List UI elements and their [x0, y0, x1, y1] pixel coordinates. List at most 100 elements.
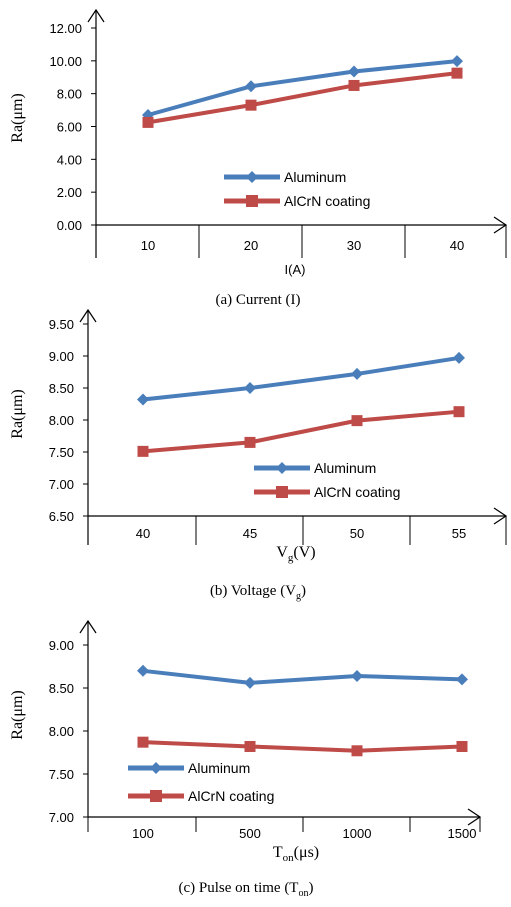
chart-c-caption-main: (c) Pulse on time (T — [179, 880, 299, 896]
chart-c-legend-marker-aluminum — [150, 762, 162, 774]
chart-a-legend-marker-alcrn — [246, 195, 258, 207]
y-tick-label: 6.50 — [49, 509, 74, 524]
point-alcrn — [348, 79, 360, 91]
point-alcrn — [137, 445, 149, 457]
series-line-aluminum — [142, 355, 460, 402]
x-tick-label: 40 — [136, 526, 150, 541]
chart-c-caption-sub: on — [298, 888, 308, 899]
y-tick-label: 8.00 — [57, 87, 82, 102]
point-aluminum — [244, 382, 256, 394]
chart-c-x-axis-label: Ton(μs) — [273, 844, 319, 864]
chart-b-x-axis-label-main: V — [276, 544, 288, 561]
x-tick-label: 50 — [350, 526, 364, 541]
y-tick-label: 9.50 — [49, 317, 74, 332]
point-aluminum — [451, 55, 463, 68]
chart-a-x-axis-label: I(A) — [285, 262, 306, 277]
series-line-alcrn — [142, 409, 460, 454]
chart-a-axes — [87, 8, 508, 258]
x-tick-label: 30 — [347, 238, 361, 253]
chart-a-y-axis-label: Ra(μm) — [9, 93, 26, 142]
chart-c: 7.00 7.50 8.00 8.50 9.00 100 500 1000 1500 Ra(μ… — [9, 619, 482, 899]
point-alcrn — [142, 116, 154, 128]
point-alcrn — [351, 745, 363, 757]
point-aluminum — [351, 367, 363, 380]
chart-b-x-ticks: 40 45 50 55 — [87, 516, 507, 545]
chart-b-x-axis-label: Vg(V) — [276, 544, 315, 564]
chart-b-caption: (b) Voltage (Vg) — [210, 583, 306, 602]
chart-c-series — [137, 664, 468, 757]
chart-c-caption-tail: ) — [308, 880, 313, 896]
point-alcrn — [245, 99, 257, 111]
chart-b-series — [137, 351, 465, 457]
y-tick-label: 4.00 — [57, 152, 82, 167]
point-aluminum — [351, 669, 363, 682]
series-line-alcrn — [147, 71, 458, 125]
point-aluminum — [244, 676, 256, 689]
chart-c-legend-label-alcrn: AlCrN coating — [188, 788, 274, 804]
chart-b-legend-marker-aluminum — [276, 462, 288, 474]
chart-a-caption: (a) Current (I) — [216, 292, 301, 308]
y-tick-label: 9.00 — [49, 638, 74, 653]
chart-c-y-ticks: 7.00 7.50 8.00 8.50 9.00 — [49, 638, 88, 825]
y-tick-label: 8.50 — [49, 681, 74, 696]
chart-c-legend: Aluminum AlCrN coating — [128, 760, 274, 804]
y-tick-label: 10.00 — [49, 54, 82, 69]
chart-b-x-axis-label-tail: (V) — [293, 544, 315, 561]
chart-c-x-axis-label-tail: (μs) — [294, 844, 319, 861]
point-alcrn — [453, 406, 465, 418]
chart-b-caption-sub: g — [296, 591, 301, 602]
chart-b-caption-main: (b) Voltage (V — [210, 583, 296, 599]
chart-a-legend: Aluminum AlCrN coating — [224, 169, 370, 209]
x-tick-label: 20 — [244, 238, 258, 253]
chart-b-axes — [79, 308, 508, 545]
chart-c-y-axis-label: Ra(μm) — [9, 690, 26, 739]
chart-c-legend-label-aluminum: Aluminum — [188, 760, 250, 776]
chart-b-y-ticks: 6.50 7.00 7.50 8.00 8.50 9.00 9.50 — [49, 317, 88, 524]
y-tick-label: 8.00 — [49, 413, 74, 428]
x-tick-label: 10 — [141, 238, 155, 253]
x-tick-label: 100 — [132, 826, 154, 841]
point-aluminum — [348, 65, 360, 78]
point-aluminum — [137, 664, 149, 677]
x-tick-label: 40 — [450, 238, 464, 253]
chart-c-x-ticks: 100 500 1000 1500 — [87, 817, 481, 841]
y-tick-label: 7.00 — [49, 477, 74, 492]
chart-a-legend-marker-aluminum — [246, 171, 258, 183]
point-alcrn — [451, 67, 463, 79]
chart-a-y-ticks: 0.00 2.00 4.00 6.00 8.00 10.00 12.00 — [49, 21, 96, 233]
point-alcrn — [137, 736, 149, 748]
point-aluminum — [245, 80, 257, 93]
chart-b: 6.50 7.00 7.50 8.00 8.50 9.00 9.50 40 45 50 55 Ra… — [9, 308, 508, 602]
series-line-aluminum — [147, 59, 458, 117]
chart-a-legend-label-aluminum: Aluminum — [284, 169, 346, 185]
chart-b-legend: Aluminum AlCrN coating — [254, 460, 400, 500]
chart-b-x-axis-label-sub: g — [288, 552, 294, 564]
chart-c-x-axis-label-main: T — [273, 844, 283, 861]
point-alcrn — [351, 415, 363, 427]
series-line-aluminum — [142, 668, 463, 685]
point-alcrn — [456, 740, 468, 752]
chart-b-caption-tail: ) — [301, 583, 306, 599]
series-line-alcrn — [142, 740, 463, 753]
chart-a-x-ticks: 10 20 30 40 — [95, 225, 507, 258]
chart-c-x-axis-label-sub: on — [283, 852, 295, 864]
chart-b-legend-label-alcrn: AlCrN coating — [314, 484, 400, 500]
y-tick-label: 8.00 — [49, 724, 74, 739]
y-tick-label: 6.00 — [57, 120, 82, 135]
point-aluminum — [453, 351, 465, 364]
point-alcrn — [244, 436, 256, 448]
x-tick-label: 1000 — [343, 826, 372, 841]
y-tick-label: 12.00 — [49, 21, 82, 36]
point-alcrn — [244, 740, 256, 752]
chart-a-legend-label-alcrn: AlCrN coating — [284, 193, 370, 209]
chart-c-legend-marker-alcrn — [150, 790, 162, 802]
x-tick-label: 45 — [243, 526, 257, 541]
chart-c-caption: (c) Pulse on time (Ton) — [179, 880, 314, 899]
y-tick-label: 7.50 — [49, 445, 74, 460]
y-tick-label: 7.50 — [49, 767, 74, 782]
y-tick-label: 2.00 — [57, 185, 82, 200]
point-aluminum — [137, 393, 149, 406]
chart-b-y-axis-label: Ra(μm) — [9, 389, 26, 438]
